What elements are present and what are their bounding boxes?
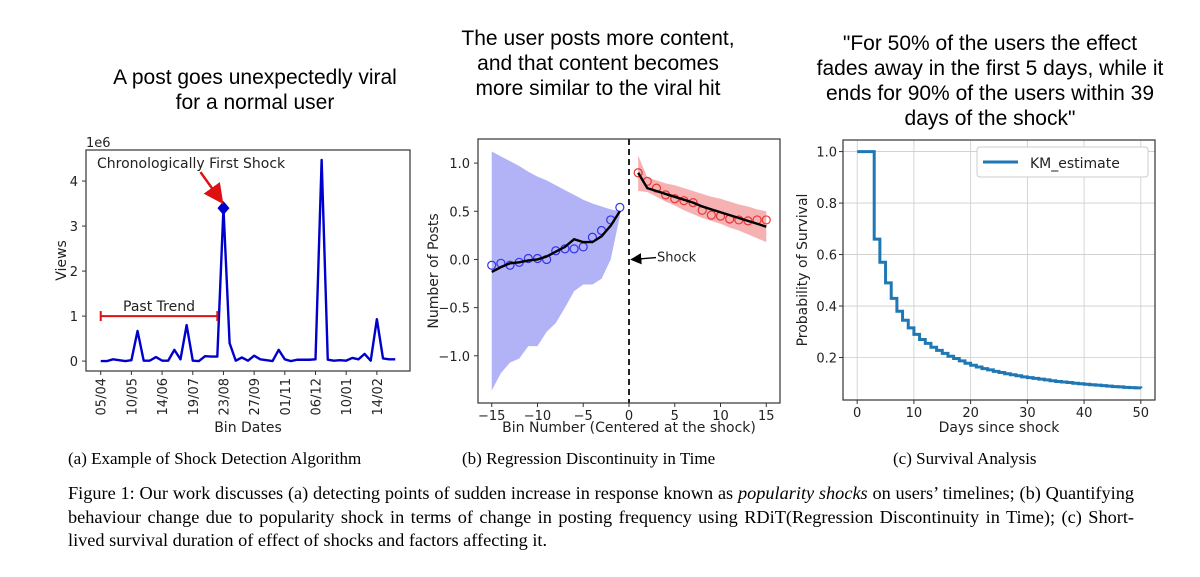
chart-title: The user posts more content,	[461, 27, 734, 50]
plot-frame	[85, 149, 411, 372]
x-tick-label: 10	[906, 406, 923, 421]
after-fit-line	[637, 172, 767, 228]
x-tick-label: 15	[758, 409, 775, 424]
x-tick-label: 19/07	[187, 378, 202, 415]
y-tick-label: 1.0	[449, 157, 470, 172]
subcaption-c: (c) Survival Analysis	[893, 449, 1037, 468]
y-tick-label: 0	[70, 355, 78, 370]
chart-regression-discontinuity: The user posts more content,and that con…	[426, 27, 781, 436]
x-tick-label: −10	[524, 409, 551, 424]
chart-title: fades away in the first 5 days, while it	[817, 57, 1164, 80]
before-data-point	[487, 260, 497, 270]
after-data-point	[688, 197, 698, 208]
subcaption-b: (b) Regression Discontinuity in Time	[462, 449, 716, 468]
y-tick-label: −1.0	[438, 350, 470, 365]
x-tick-label: 23/08	[217, 378, 232, 415]
y-tick-label: 0.6	[816, 249, 837, 264]
x-tick-label: 5	[671, 409, 679, 424]
chart-title: ends for 90% of the users within 39	[826, 82, 1154, 105]
shock-marker	[217, 201, 230, 216]
before-data-point	[615, 202, 625, 213]
x-tick-label: 27/09	[248, 378, 263, 415]
y-tick-label: 3	[70, 220, 78, 235]
chart-title: A post goes unexpectedly viral	[113, 66, 397, 89]
legend-box	[976, 146, 1149, 178]
x-axis-label: Bin Number (Centered at the shock)	[502, 420, 756, 436]
after-data-point	[743, 216, 753, 226]
after-data-point	[706, 210, 716, 220]
chart-title: more similar to the viral hit	[475, 77, 720, 100]
caption-text: Figure 1: Our work discusses (a) detecti…	[68, 483, 738, 503]
chart-title: for a normal user	[176, 91, 335, 114]
shock-arrow	[199, 171, 224, 205]
figure-caption: Figure 1: Our work discusses (a) detecti…	[68, 482, 1134, 553]
y-tick-label: 4	[70, 175, 78, 190]
y-tick-label: 0.8	[816, 197, 837, 212]
legend-label: KM_estimate	[1030, 156, 1120, 172]
x-tick-label: 10/05	[125, 378, 140, 415]
x-tick-label: 0	[625, 409, 633, 424]
past-trend-label: Past Trend	[123, 299, 195, 315]
y-tick-label: 0.0	[449, 253, 470, 268]
x-axis-label: Days since shock	[939, 420, 1061, 436]
before-confidence-band	[491, 151, 620, 391]
chart-title: and that content becomes	[477, 52, 719, 75]
legend: KM_estimate	[976, 146, 1149, 178]
before-data-point	[523, 253, 533, 264]
x-tick-label: 30	[1019, 406, 1036, 421]
x-tick-label: 06/12	[310, 378, 325, 415]
caption-emphasis: popularity shocks	[737, 483, 868, 503]
after-data-point	[633, 168, 643, 178]
chart-title: "For 50% of the users the effect	[843, 32, 1137, 55]
y-tick-label: 1	[70, 310, 78, 325]
y-tick-label: 2	[70, 265, 78, 280]
x-tick-label: 05/04	[95, 378, 110, 415]
y-axis-label: Probability of Survival	[795, 194, 811, 347]
x-tick-label: 14/06	[156, 378, 171, 415]
x-axis-label: Bin Dates	[214, 420, 282, 436]
x-tick-label: −5	[574, 409, 593, 424]
y-offset-label: 1e6	[86, 136, 111, 151]
shock-label: Shock	[657, 251, 697, 266]
x-tick-label: 14/02	[371, 378, 386, 415]
caption-text: on users’ timelines; (b) Quantifying beh…	[68, 483, 1134, 550]
x-tick-label: 40	[1076, 406, 1093, 421]
y-tick-label: 0.2	[816, 352, 837, 367]
y-tick-label: 0.4	[816, 300, 837, 315]
y-tick-label: −0.5	[438, 302, 470, 317]
y-axis-label: Views	[54, 240, 70, 281]
subcaption-a: (a) Example of Shock Detection Algorithm	[68, 449, 362, 468]
shock-annotation: Chronologically First Shock	[97, 156, 286, 172]
y-axis-label: Number of Posts	[426, 213, 442, 328]
shock-arrow	[630, 253, 657, 265]
x-tick-label: 20	[962, 406, 979, 421]
views-series-line	[100, 158, 396, 363]
after-confidence-band	[638, 155, 767, 243]
x-tick-label: 01/11	[279, 378, 294, 415]
chart-title: days of the shock"	[905, 107, 1076, 130]
x-tick-label: −15	[478, 409, 505, 424]
before-data-point	[569, 244, 579, 254]
after-data-point	[761, 215, 771, 225]
km-estimate-line	[857, 150, 1143, 390]
y-tick-label: 0.5	[449, 205, 470, 220]
y-tick-label: 1.0	[816, 146, 837, 161]
x-tick-label: 10/01	[340, 378, 355, 415]
plot-frame	[842, 139, 1156, 401]
x-tick-label: 10	[712, 409, 729, 424]
x-tick-label: 50	[1133, 406, 1150, 421]
before-fit-line	[491, 210, 621, 274]
x-tick-label: 0	[853, 406, 861, 421]
